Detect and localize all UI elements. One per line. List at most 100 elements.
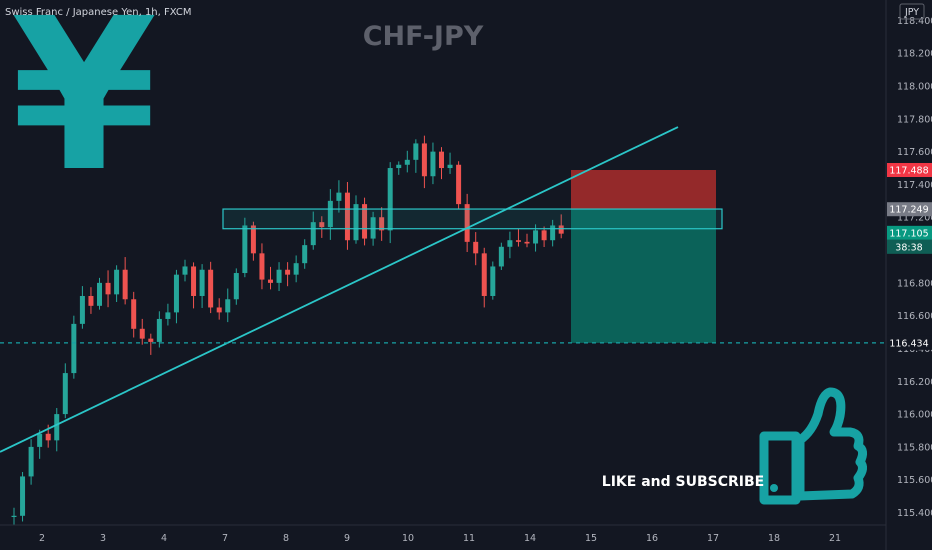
candle-body [191,266,197,296]
candle-body [336,192,342,201]
price-tick-label: 116.800 [897,278,932,289]
candle-body [216,307,222,313]
candle-body [122,269,128,300]
candle-body [421,143,427,177]
candle-body [362,204,368,239]
stop-loss-zone[interactable] [571,170,716,210]
candle-body [276,269,282,283]
countdown-badge [887,239,932,254]
candle-body [558,225,564,234]
symbol-description: Swiss Franc / Japanese Yen, 1h, FXCM [5,7,191,18]
candle-body [464,204,470,242]
price-badges: 117.488 117.249 117.105 116.434 38:38 [887,163,932,350]
candle-body [387,168,393,231]
candle-body [233,273,239,300]
candle-body [344,192,350,241]
price-axis[interactable] [886,0,932,550]
candle-body [430,151,436,177]
take-profit-zone[interactable] [571,209,716,343]
candle-body [54,414,60,441]
price-tick-label: 115.400 [897,508,932,519]
candle-body [327,200,333,228]
time-axis-ticks[interactable]: 2 3 4 7 8 9 10 11 14 15 16 17 18 21 [39,533,841,544]
candle-body [413,143,419,160]
resistance-zone[interactable] [222,208,723,230]
candle-body [199,269,205,296]
candle-body [481,253,487,296]
candle-body [62,373,68,415]
candle-body [515,240,521,242]
candle-body [97,282,102,306]
chart-title: CHF-JPY [363,21,484,52]
price-tick-label: 117.600 [897,147,932,158]
candle-body [285,269,291,275]
price-tick-label: 117.800 [897,114,932,125]
candle-body [105,282,111,295]
candle-body [37,433,43,447]
price-tick-label: 116.200 [897,377,932,388]
price-tick-label: 116.600 [897,311,932,322]
candle-body [370,217,376,239]
candle-body [71,323,77,374]
last-price-badge[interactable] [887,225,932,240]
candle-body [507,240,513,247]
time-tick-label: 3 [100,533,106,544]
candle-body [533,230,539,244]
time-tick-label: 9 [344,533,350,544]
stop-loss-price-value: 117.488 [889,166,928,177]
candle-body [293,263,299,275]
candle-body [439,151,444,169]
trade-zones [571,170,716,343]
candle-body [498,246,504,267]
candlestick-series [11,135,564,525]
candle-body [114,269,120,295]
candle-body [131,299,137,329]
price-tick-label: 118.000 [897,82,932,93]
candle-body [225,299,231,313]
price-tick-label: 115.600 [897,475,932,486]
price-tick-label: 118.400 [897,16,932,27]
price-tick-label: 117.200 [897,213,932,224]
candle-body [310,222,316,246]
currency-box[interactable] [899,3,925,20]
candle-body [156,318,162,342]
price-tick-label: 116.000 [897,410,932,421]
entry-price-badge[interactable] [887,202,932,217]
trendline[interactable] [0,126,679,453]
price-axis-ticks: 118.400 118.200 118.000 117.800 117.600 117.4… [897,16,932,519]
candle-body [396,164,402,169]
target-price-badge[interactable] [887,335,932,350]
candle-body [20,476,26,516]
currency-label: JPY [904,7,919,18]
stop-loss-price-badge[interactable] [887,163,932,178]
drawing-overlays [0,126,886,453]
price-tick-label: 117.400 [897,180,932,191]
candle-body [28,446,34,477]
time-tick-label: 4 [161,533,167,544]
candle-body [541,230,547,241]
time-tick-label: 18 [768,533,780,544]
candle-body [208,269,214,308]
candle-body [242,225,248,274]
yen-symbol-icon: ¥ [11,0,157,218]
candle-body [259,253,265,280]
time-tick-label: 7 [222,533,228,544]
candle-body [165,312,171,319]
candle-body [182,266,188,275]
candle-body [250,225,256,254]
time-tick-label: 17 [707,533,719,544]
price-tick-label: 115.800 [897,442,932,453]
last-price-value: 117.105 [889,228,928,239]
time-tick-label: 21 [829,533,841,544]
cta-text: LIKE and SUBSCRIBE [602,474,764,490]
price-tick-label: 118.200 [897,49,932,60]
time-tick-label: 16 [646,533,658,544]
candle-body [45,433,51,441]
target-price-value: 116.434 [889,338,928,349]
countdown-value: 38:38 [895,242,922,253]
time-tick-label: 11 [463,533,475,544]
time-tick-label: 14 [524,533,536,544]
